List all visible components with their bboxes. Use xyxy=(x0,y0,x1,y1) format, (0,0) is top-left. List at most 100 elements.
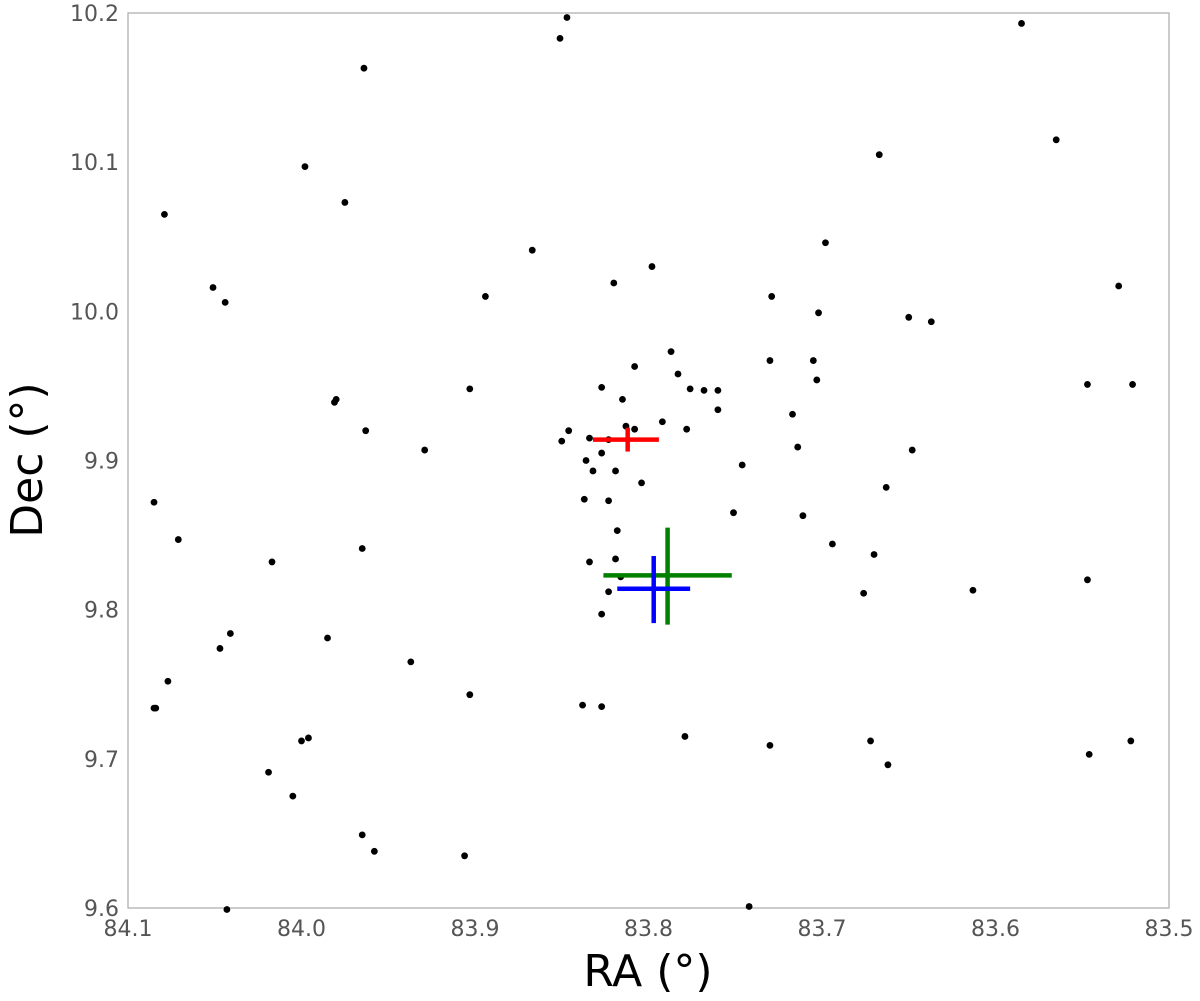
data-point xyxy=(686,385,694,393)
data-point xyxy=(209,284,217,291)
data-point xyxy=(598,384,606,391)
data-point xyxy=(580,495,588,503)
data-point xyxy=(610,279,618,287)
data-point xyxy=(700,386,708,394)
data-point xyxy=(586,434,593,442)
data-point xyxy=(905,313,913,321)
x-tick-label: 83.9 xyxy=(451,917,500,942)
y-tick-label: 9.9 xyxy=(84,450,119,475)
data-point xyxy=(612,555,619,563)
data-point xyxy=(870,551,878,558)
data-point xyxy=(714,406,722,414)
crosshair-marker xyxy=(603,527,732,625)
data-point xyxy=(789,410,796,418)
data-point xyxy=(1115,282,1123,290)
data-point xyxy=(565,427,573,435)
data-point xyxy=(969,586,977,594)
data-point xyxy=(1018,20,1025,27)
data-point xyxy=(860,589,868,597)
data-point xyxy=(667,348,675,356)
x-tick-label: 83.6 xyxy=(971,917,1020,942)
data-point xyxy=(174,536,182,543)
data-point xyxy=(1085,750,1093,758)
data-point xyxy=(216,645,224,652)
data-point xyxy=(681,733,689,740)
data-point xyxy=(589,467,597,475)
data-point xyxy=(612,467,619,475)
data-point xyxy=(813,376,821,384)
data-point xyxy=(579,701,586,709)
data-point xyxy=(1129,381,1136,388)
data-point xyxy=(631,363,639,370)
data-point xyxy=(927,318,935,326)
data-point xyxy=(586,558,593,566)
data-point xyxy=(221,298,229,306)
data-point xyxy=(358,831,366,839)
x-tick-label: 84.1 xyxy=(104,917,153,942)
data-point xyxy=(619,395,626,403)
x-tick-label: 84.0 xyxy=(277,917,326,942)
data-point xyxy=(648,263,656,270)
y-tick-label: 9.8 xyxy=(84,599,119,624)
data-point xyxy=(867,737,874,745)
data-point xyxy=(730,509,737,517)
data-point xyxy=(1052,136,1060,144)
data-point xyxy=(461,852,468,860)
data-point xyxy=(882,483,890,491)
data-point xyxy=(164,677,172,685)
data-point xyxy=(331,398,338,406)
data-point xyxy=(360,64,368,72)
y-tick-label: 10.0 xyxy=(70,300,119,325)
data-point xyxy=(358,545,366,552)
data-point xyxy=(829,540,836,548)
x-ticks: 84.1 84.0 83.9 83.8 83.7 83.6 83.5 xyxy=(104,917,1194,942)
data-point xyxy=(768,293,776,300)
data-point xyxy=(908,446,916,454)
data-point xyxy=(362,427,370,435)
data-point xyxy=(268,558,276,566)
data-point xyxy=(809,357,817,364)
data-point xyxy=(1127,737,1135,745)
data-point xyxy=(766,742,774,749)
data-point xyxy=(1084,576,1091,584)
data-point xyxy=(341,199,349,206)
data-point xyxy=(822,239,829,247)
data-point xyxy=(598,610,606,618)
y-tick-label: 9.7 xyxy=(84,748,119,773)
data-point xyxy=(301,163,309,171)
data-point xyxy=(598,703,606,711)
x-tick-label: 83.8 xyxy=(624,917,673,942)
data-point xyxy=(766,357,774,364)
plot-area xyxy=(127,12,1170,909)
data-point xyxy=(582,457,590,464)
data-point xyxy=(226,630,234,637)
data-point xyxy=(683,425,691,433)
data-point xyxy=(605,588,612,596)
data-point xyxy=(738,461,746,469)
y-tick-label: 9.6 xyxy=(84,897,119,922)
data-point xyxy=(613,527,621,535)
data-point xyxy=(658,418,666,426)
data-point xyxy=(223,906,231,913)
data-point xyxy=(674,370,682,378)
data-point xyxy=(161,210,168,218)
data-point xyxy=(714,386,722,394)
data-point xyxy=(466,385,474,393)
data-point xyxy=(745,903,753,910)
data-point xyxy=(631,425,639,433)
y-axis-label: Dec (°) xyxy=(2,382,53,537)
data-point xyxy=(528,246,536,254)
data-point xyxy=(324,634,331,642)
x-axis-label: RA (°) xyxy=(583,946,712,997)
data-point xyxy=(1084,381,1091,388)
data-point xyxy=(875,151,883,159)
data-point xyxy=(799,512,807,520)
data-point xyxy=(421,446,429,454)
data-point xyxy=(558,437,566,445)
crosshair-marker xyxy=(592,427,659,452)
x-tick-label: 83.7 xyxy=(798,917,847,942)
data-point xyxy=(466,691,474,699)
markers-layer xyxy=(592,427,732,625)
data-point xyxy=(638,479,645,487)
